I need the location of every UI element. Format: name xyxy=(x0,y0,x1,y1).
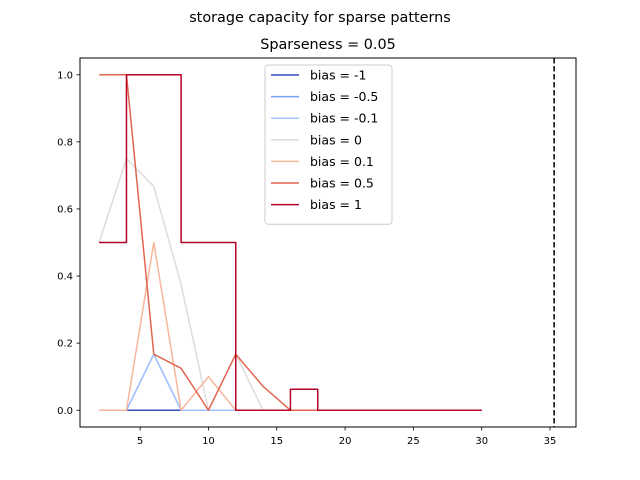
x-tick-label: 20 xyxy=(339,436,352,447)
x-tick-label: 5 xyxy=(137,436,143,447)
legend-label: bias = -1 xyxy=(310,68,366,83)
legend-label: bias = -0.1 xyxy=(310,111,378,126)
legend: bias = -1 bias = -0.5 bias = -0.1 bias = 0 b… xyxy=(264,64,393,225)
legend-label: bias = 0 xyxy=(310,132,362,147)
y-tick-label: 1.0 xyxy=(57,70,73,81)
series-line-4 xyxy=(99,241,482,411)
chart-title: Sparseness = 0.05 xyxy=(260,37,396,53)
series-line-6 xyxy=(99,74,482,411)
legend-label: bias = 1 xyxy=(310,197,362,212)
legend-label: bias = 0.1 xyxy=(310,154,374,169)
y-tick-label: 0.4 xyxy=(57,272,73,283)
legend-box xyxy=(264,64,393,225)
x-tick-label: 25 xyxy=(407,436,420,447)
x-tick-label: 35 xyxy=(544,436,557,447)
y-tick-label: 0.6 xyxy=(57,205,73,216)
y-tick-label: 0.2 xyxy=(57,339,73,350)
legend-label: bias = 0.5 xyxy=(310,176,374,191)
x-tick-label: 10 xyxy=(202,436,215,447)
chart-suptitle: storage capacity for sparse patterns xyxy=(189,10,451,26)
y-tick-label: 0.0 xyxy=(57,406,73,417)
x-tick-label: 15 xyxy=(270,436,283,447)
plot-area xyxy=(98,58,555,427)
legend-label: bias = -0.5 xyxy=(310,89,378,104)
y-tick-label: 0.8 xyxy=(57,137,73,148)
plot-frame xyxy=(79,57,577,428)
x-tick-label: 30 xyxy=(475,436,488,447)
